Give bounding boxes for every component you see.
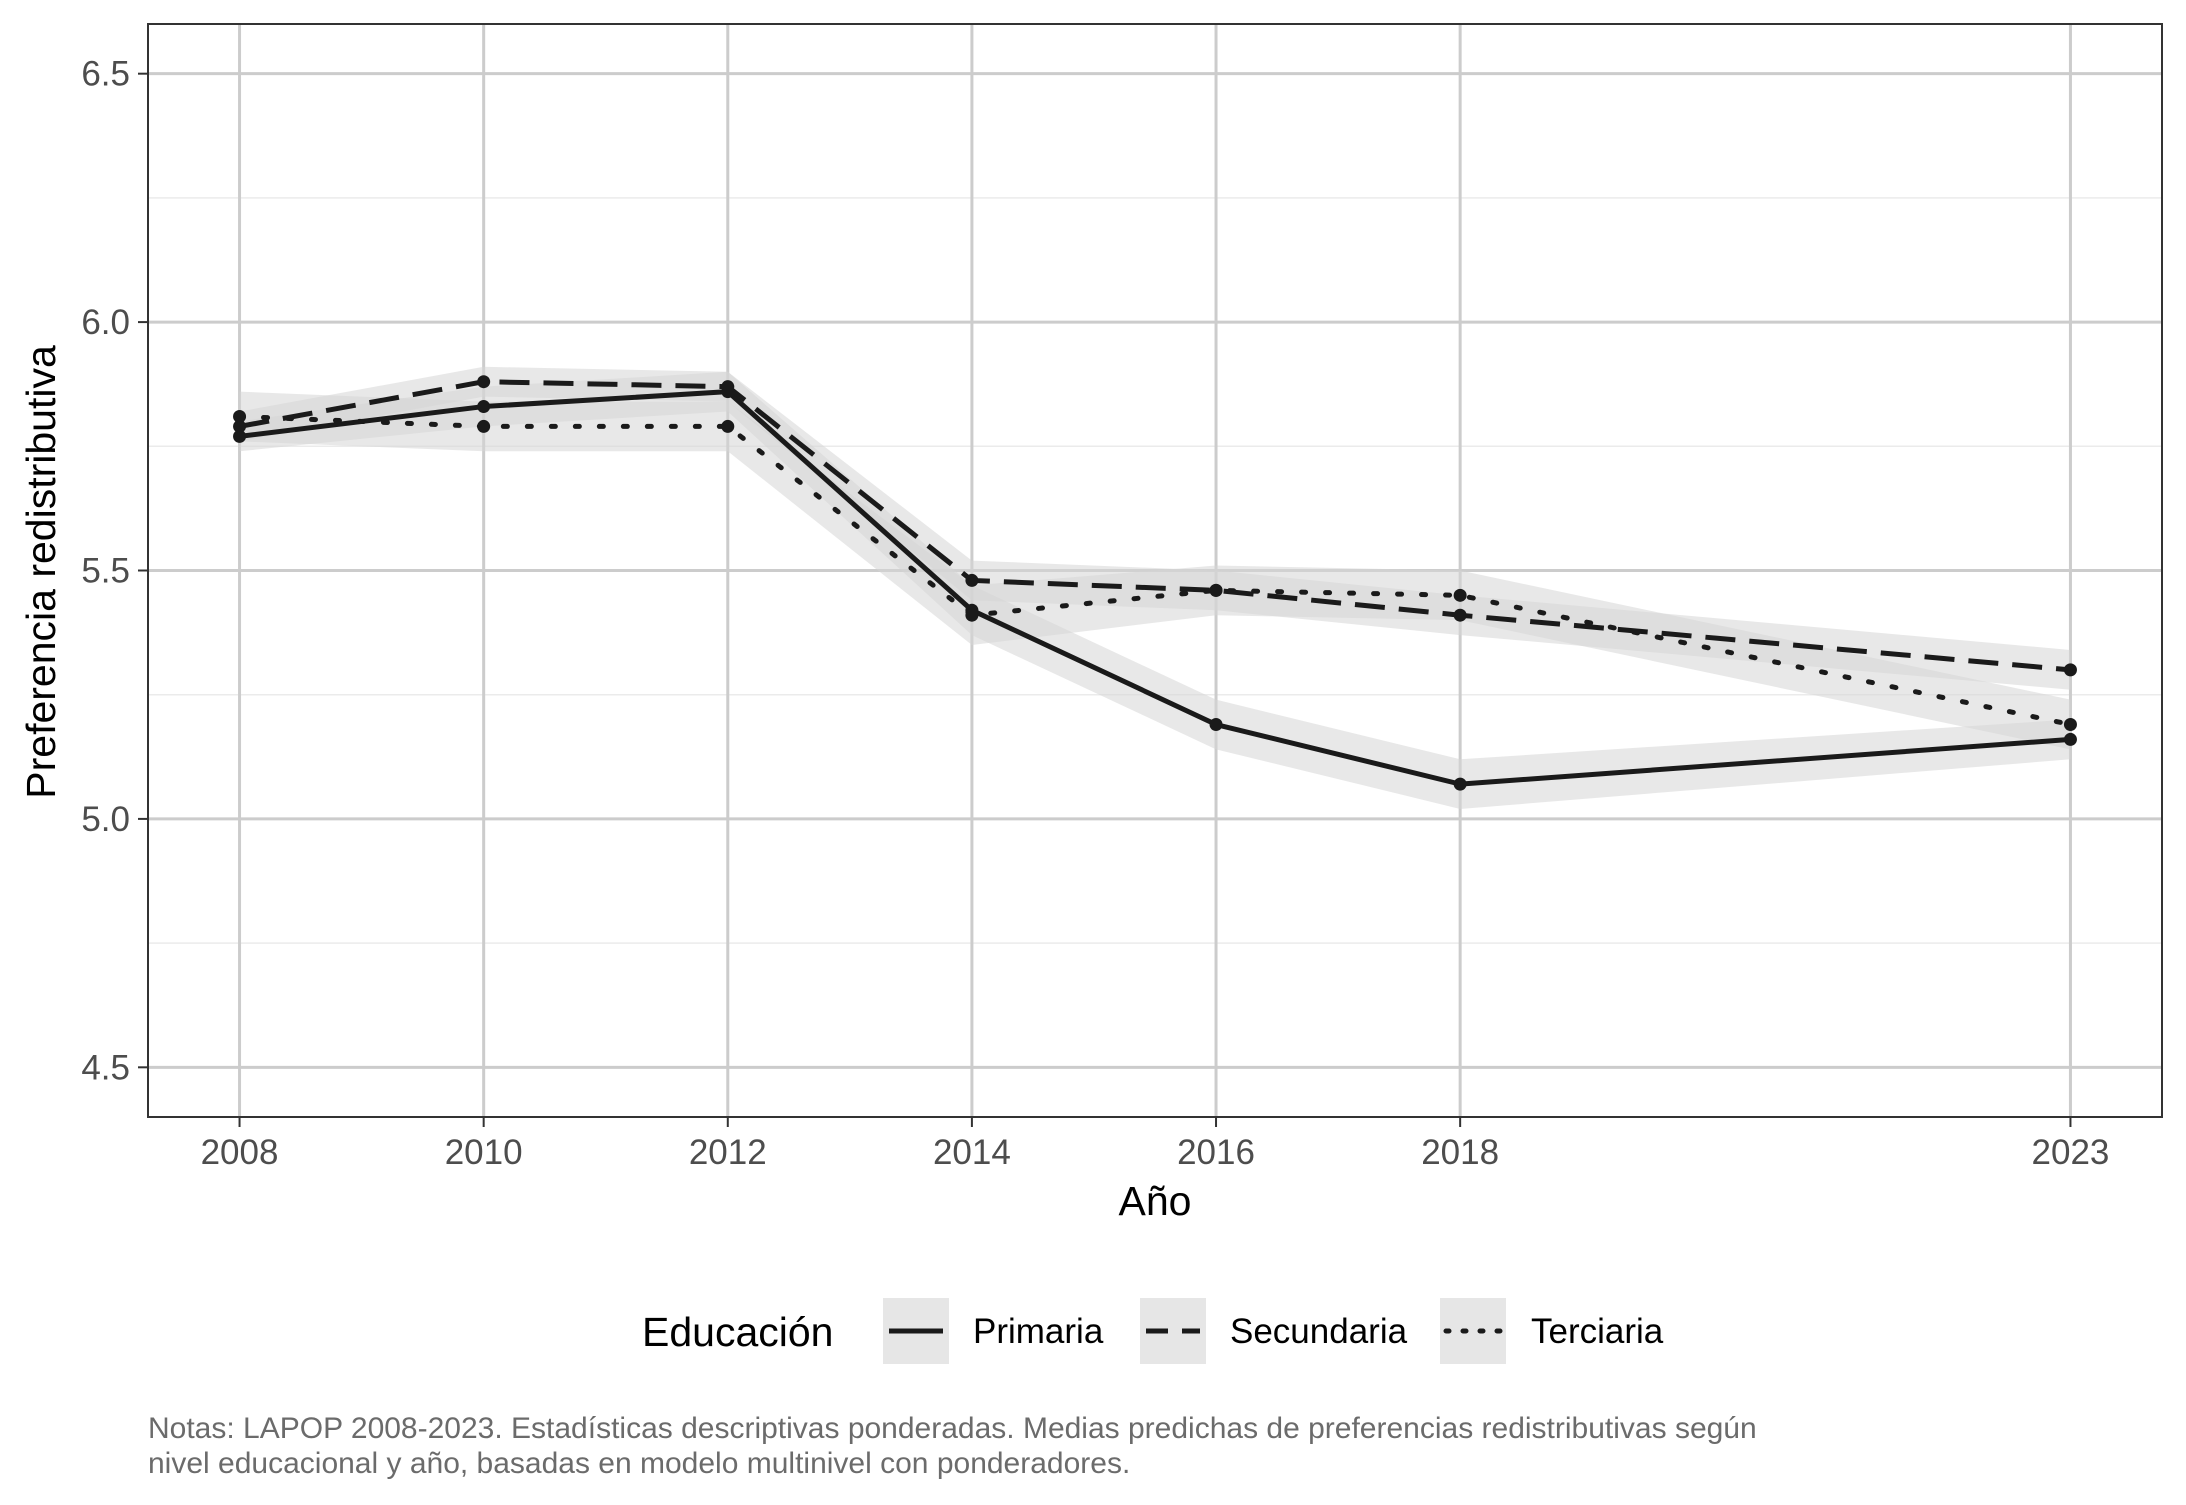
x-tick-label: 2014: [933, 1133, 1011, 1172]
data-point-primaria-2016: [1209, 718, 1223, 732]
data-point-secundaria-2014: [965, 573, 979, 587]
x-axis-title: Año: [1119, 1178, 1192, 1224]
y-tick-label: 5.0: [81, 800, 130, 839]
y-tick-label: 6.5: [81, 55, 130, 94]
data-point-terciaria-2014: [965, 608, 979, 622]
data-point-primaria-2008: [233, 429, 247, 443]
legend-label-terciaria: Terciaria: [1531, 1312, 1664, 1351]
data-point-secundaria-2012: [721, 380, 735, 394]
data-point-primaria-2010: [477, 400, 491, 414]
legend-title: Educación: [642, 1309, 833, 1355]
x-tick-label: 2012: [689, 1133, 767, 1172]
data-point-terciaria-2018: [1453, 588, 1467, 602]
note-line-1: Notas: LAPOP 2008-2023. Estadísticas des…: [148, 1412, 1757, 1445]
y-tick-label: 4.5: [81, 1048, 130, 1087]
x-axis-ticks: 2008 2010 2012 2014 2016 2018 2023: [201, 1117, 2110, 1172]
y-tick-label: 5.5: [81, 552, 130, 591]
y-axis-title: Preferencia redistributiva: [18, 345, 64, 799]
note-line-2: nivel educacional y año, basadas en mode…: [148, 1447, 1130, 1480]
data-point-secundaria-2018: [1453, 608, 1467, 622]
data-point-terciaria-2012: [721, 419, 735, 433]
ribbon-terciaria: [239, 391, 2071, 750]
data-point-terciaria-2010: [477, 419, 491, 433]
legend-label-secundaria: Secundaria: [1230, 1312, 1408, 1351]
x-tick-label: 2010: [445, 1133, 523, 1172]
data-point-secundaria-2010: [477, 375, 491, 389]
data-point-secundaria-2023: [2063, 663, 2077, 677]
y-tick-label: 6.0: [81, 303, 130, 342]
data-point-secundaria-2008: [233, 419, 247, 433]
x-tick-label: 2018: [1421, 1133, 1499, 1172]
data-point-terciaria-2016: [1209, 583, 1223, 597]
notes: Notas: LAPOP 2008-2023. Estadísticas des…: [148, 1412, 1757, 1480]
data-point-terciaria-2023: [2063, 718, 2077, 732]
data-point-terciaria-2008: [233, 409, 247, 423]
data-point-primaria-2018: [1453, 777, 1467, 791]
y-axis-ticks: 4.5 5.0 5.5 6.0 6.5: [81, 55, 148, 1087]
x-tick-label: 2023: [2032, 1133, 2110, 1172]
legend: Educación Primaria Secundaria Terciaria: [642, 1298, 1664, 1364]
x-tick-label: 2016: [1177, 1133, 1255, 1172]
x-tick-label: 2008: [201, 1133, 279, 1172]
legend-label-primaria: Primaria: [973, 1312, 1104, 1351]
data-point-primaria-2023: [2063, 732, 2077, 746]
series-points: [233, 375, 2077, 791]
